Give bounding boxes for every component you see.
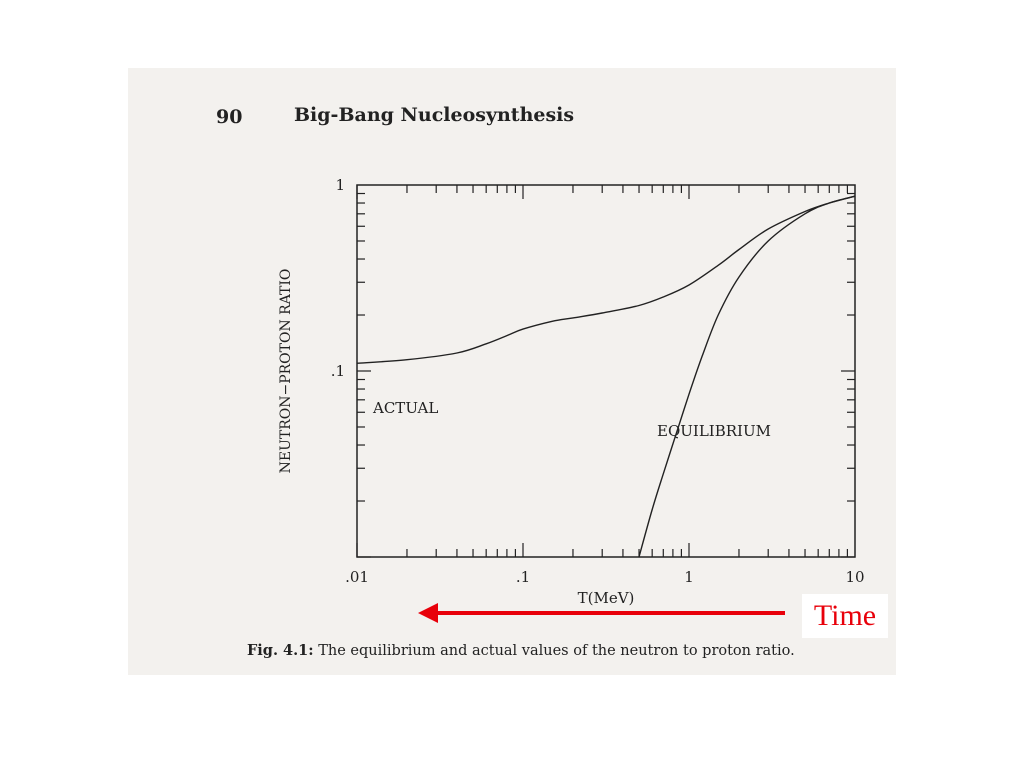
legend-equilibrium: EQUILIBRIUM <box>657 422 771 440</box>
series-lines <box>356 195 856 558</box>
running-title: Big-Bang Nucleosynthesis <box>294 104 575 126</box>
scanned-page <box>128 68 896 675</box>
plot-frame <box>356 184 856 558</box>
legend-actual: ACTUAL <box>372 399 438 417</box>
caption-prefix: Fig. 4.1: <box>247 642 314 659</box>
y-tick-label: 1 <box>335 176 345 194</box>
x-tick-label: 10 <box>845 568 864 586</box>
x-axis-label: T(MeV) <box>578 589 635 607</box>
x-tick-label: 1 <box>684 568 694 586</box>
x-tick-label: .01 <box>345 568 369 586</box>
x-tick-label: .1 <box>516 568 530 586</box>
series-line-actual <box>356 195 856 364</box>
tick-marks <box>356 185 855 558</box>
tick-labels: .01 .1 1 10 .1 1 <box>331 176 865 586</box>
page-number: 90 <box>216 106 243 128</box>
caption-text: The equilibrium and actual values of the… <box>318 643 795 659</box>
y-axis-label: NEUTRON−PROTON RATIO <box>278 269 294 474</box>
time-arrow-head <box>418 603 438 623</box>
time-annotation: Time <box>802 594 888 638</box>
figure-caption: Fig. 4.1: The equilibrium and actual val… <box>247 642 795 659</box>
y-tick-label: .1 <box>331 362 345 380</box>
series-line-equilibrium <box>638 195 856 558</box>
